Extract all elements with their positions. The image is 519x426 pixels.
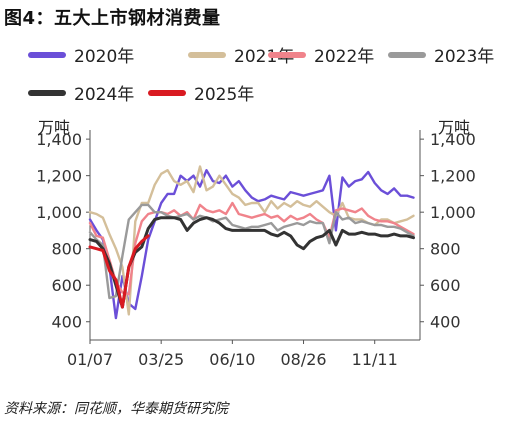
series-line-2022	[88, 201, 415, 296]
series-line-2025	[88, 234, 150, 309]
legend-swatch-2022	[268, 51, 306, 58]
y-tick-label-left: 1,400	[36, 130, 82, 149]
legend-label-2024: 2024年	[74, 85, 135, 105]
y-tick-label-right: 600	[430, 276, 461, 295]
source-note: 资料来源：同花顺，华泰期货研究院	[4, 401, 228, 417]
x-tick-label: 03/25	[138, 350, 184, 369]
legend-item-2025: 2025年	[148, 80, 254, 105]
legend-label-2025: 2025年	[194, 85, 255, 105]
legend-swatch-2025	[148, 89, 186, 96]
x-tick-label: 01/07	[67, 350, 113, 369]
y-tick-label-left: 600	[51, 276, 82, 295]
y-tick-label-left: 1,200	[36, 167, 82, 186]
y-tick-label-right: 1,200	[430, 167, 476, 186]
y-tick-label-right: 400	[430, 313, 461, 332]
legend-swatch-2023	[388, 51, 426, 58]
left-axis-unit: 万吨	[38, 118, 71, 137]
series-line-2023	[88, 203, 415, 300]
series-line-2020	[88, 169, 415, 320]
legend-item-2023: 2023年	[388, 42, 494, 67]
chart-plot: 400 400 600 600 800 800 1,000 1,000 1,200 1,200 1,…	[36, 130, 476, 369]
y-tick-label-left: 1,000	[36, 203, 82, 222]
x-tick-label: 08/26	[280, 350, 326, 369]
legend-item-2022: 2022年	[268, 42, 374, 67]
right-axis-unit: 万吨	[438, 118, 471, 137]
y-tick-label-left: 800	[51, 240, 82, 259]
y-tick-label-left: 400	[51, 313, 82, 332]
legend-item-2020: 2020年	[28, 42, 134, 67]
y-tick-label-right: 1,000	[430, 203, 476, 222]
legend-swatch-2020	[28, 51, 66, 58]
legend-label-2020: 2020年	[74, 47, 135, 67]
chart-title: 图4：五大上市钢材消费量	[4, 8, 221, 29]
legend-swatch-2021	[188, 51, 226, 58]
x-tick-label: 06/10	[209, 350, 255, 369]
legend-label-2023: 2023年	[434, 47, 495, 67]
y-tick-label-right: 1,400	[430, 130, 476, 149]
legend-swatch-2024	[28, 89, 66, 96]
x-tick-label: 11/11	[352, 350, 398, 369]
legend-item-2024: 2024年	[28, 80, 134, 105]
series-line-2021	[88, 165, 415, 316]
y-tick-label-right: 800	[430, 240, 461, 259]
legend-label-2022: 2022年	[314, 47, 375, 67]
